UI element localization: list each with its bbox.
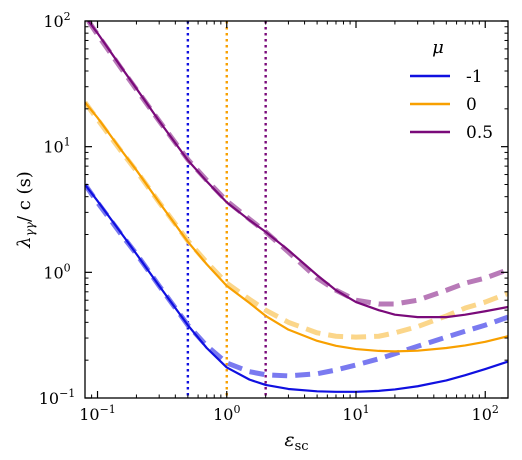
reference-lines <box>186 21 267 398</box>
y-tick-label-0: 10−1 <box>39 387 76 408</box>
series-line-4 <box>87 21 508 319</box>
legend-label-1: 0 <box>466 95 477 115</box>
y-tick-label-2: 101 <box>43 136 70 157</box>
legend: μ -1 0 0.5 <box>410 37 493 143</box>
x-tick-label-1: 100 <box>213 403 240 424</box>
x-tick-label-2: 101 <box>342 403 369 424</box>
axis-ticks: 10−1 100 101 102 10−1 100 101 102 <box>39 10 508 424</box>
series-line-3 <box>85 100 508 340</box>
x-tick-label-0: 10−1 <box>79 403 116 424</box>
x-axis-label: εsc <box>284 429 308 454</box>
legend-label-2: 0.5 <box>466 123 493 143</box>
y-tick-label-3: 102 <box>43 10 70 31</box>
legend-label-0: -1 <box>466 67 483 87</box>
series-lines <box>85 21 508 393</box>
y-axis-label: λγγ/ c (s) <box>14 171 37 249</box>
legend-title: μ <box>432 37 444 58</box>
series-line-2 <box>85 101 508 353</box>
plot-frame <box>84 20 509 399</box>
series-line-0 <box>85 183 508 393</box>
series-line-5 <box>86 21 508 307</box>
x-tick-label-3: 102 <box>472 403 499 424</box>
y-tick-label-1: 100 <box>43 261 70 282</box>
